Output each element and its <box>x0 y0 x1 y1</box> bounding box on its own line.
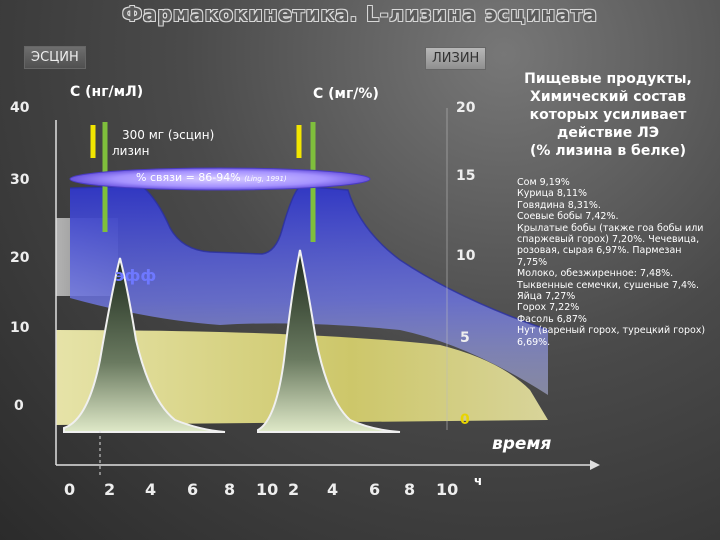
blue-band <box>70 186 548 395</box>
left-tick-40: 40 <box>10 100 30 116</box>
food-item: Сом 9,19% <box>517 177 570 188</box>
right-tick-10: 10 <box>456 248 476 264</box>
right-axis-unit: С (мг/%) <box>313 86 379 102</box>
effect-label: эфф <box>115 266 157 285</box>
x-axis-arrow-icon <box>590 460 600 470</box>
slide-title: Фармакокинетика. L-лизина эсцината <box>122 2 598 26</box>
foods-title-line-1: Пищевые продукты, <box>524 71 692 87</box>
x-tick-6b: 6 <box>369 480 381 499</box>
food-item: Нут (вареный горох, турецкий горох) <box>517 325 706 337</box>
food-item: Фасоль 6,87% <box>517 313 587 325</box>
lysine-label: лизин <box>112 144 150 158</box>
food-item: 7,75% <box>517 256 548 268</box>
hour-label: ч <box>474 474 483 488</box>
left-tick-10: 10 <box>10 320 30 336</box>
time-label: время <box>492 434 552 454</box>
right-tick-0: 0 <box>460 412 470 428</box>
x-tick-10: 10 <box>256 480 279 499</box>
foods-title-line-5: (% лизина в белке) <box>530 143 686 159</box>
binding-label: % связи = 86-94% (Ling, 1991) <box>136 171 287 184</box>
food-item: Говядина 8,31%. <box>517 199 601 211</box>
food-item: Крылатые бобы (также гоа бобы или <box>517 222 704 234</box>
x-tick-2b: 2 <box>288 480 300 499</box>
left-tick-20: 20 <box>10 250 30 266</box>
right-tick-20: 20 <box>456 100 476 116</box>
binding-ref: (Ling, 1991) <box>244 175 287 183</box>
right-tick-15: 15 <box>456 168 476 184</box>
binding-ellipse <box>69 167 371 191</box>
foods-title: Пищевые продукты, Химический состав кото… <box>500 70 716 160</box>
foods-title-line-2: Химический состав <box>530 89 686 105</box>
food-item: Яйца 7,27% <box>517 291 576 303</box>
plateau-outline <box>69 185 549 331</box>
food-item: Молоко, обезжиренное: 7,48%. <box>517 268 674 280</box>
food-item: спаржевый горох) 7,20%. Чечевица, <box>517 234 700 246</box>
food-item: 6,69%. <box>517 336 551 348</box>
left-tick-0: 0 <box>14 398 24 414</box>
binding-value: % связи = 86-94% <box>136 171 241 184</box>
food-item: Горох 7,22% <box>517 302 580 314</box>
food-item: Курица 8,11% <box>517 188 588 200</box>
left-axis-unit: С (нг/мЛ) <box>70 84 144 100</box>
x-tick-0: 0 <box>64 480 76 499</box>
x-tick-10b: 10 <box>436 480 459 499</box>
food-item: Соевые бобы 7,42%. <box>517 211 619 223</box>
escin-tab[interactable]: ЭСЦИН <box>24 46 86 69</box>
x-tick-8b: 8 <box>404 480 416 499</box>
lysine-tab[interactable]: ЛИЗИН <box>425 47 487 70</box>
peak-1 <box>63 257 226 433</box>
foods-list: Сом 9,19% Курица 8,11% Говядина 8,31%. С… <box>517 177 717 348</box>
x-tick-4: 4 <box>145 480 157 499</box>
right-tick-5: 5 <box>460 330 470 346</box>
left-tick-30: 30 <box>10 172 30 188</box>
x-tick-2: 2 <box>104 480 116 499</box>
x-tick-6: 6 <box>187 480 199 499</box>
food-item: розовая, сырая 6,97%. Пармезан <box>517 245 682 257</box>
food-item: Тыквенные семечки, сушеные 7,4%. <box>517 279 700 291</box>
x-tick-4b: 4 <box>327 480 339 499</box>
x-tick-8: 8 <box>224 480 236 499</box>
foods-title-line-3: которых усиливает <box>529 107 687 123</box>
dose-label: 300 мг (эсцин) <box>122 128 215 142</box>
peak-2 <box>257 249 401 433</box>
foods-title-line-4: действие ЛЭ <box>557 125 659 141</box>
